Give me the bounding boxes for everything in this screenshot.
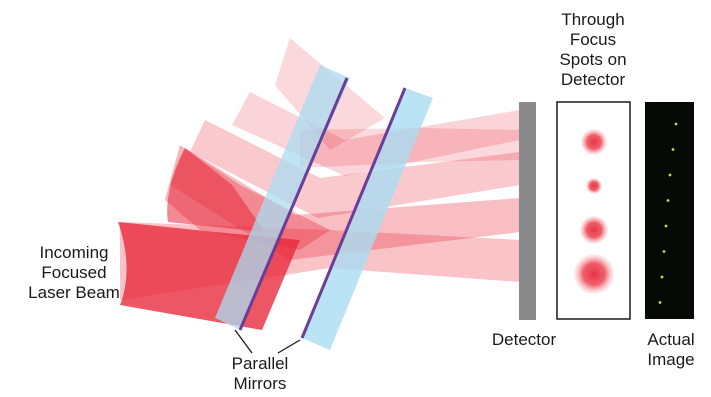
actual-image-spot [671, 148, 675, 151]
through-focus-label: Through Focus Spots on Detector [548, 10, 638, 90]
actual-image-spot [662, 250, 666, 253]
through-focus-spot [580, 216, 608, 244]
through-focus-spots [574, 129, 614, 294]
actual-image-spot [664, 224, 668, 228]
actual-image-spot [658, 301, 662, 304]
mirror-right-glass [302, 88, 433, 350]
through-focus-line-2: Focus [569, 30, 617, 49]
mirror-left-glass [215, 65, 350, 330]
through-focus-spot [586, 178, 602, 194]
incoming-beam-label: Incoming Focused Laser Beam [18, 243, 130, 303]
mirrors-label-line-2: Mirrors [233, 374, 287, 393]
through-focus-line-1: Through [561, 10, 625, 29]
mirror-leader-right [277, 339, 301, 354]
through-focus-spot [581, 129, 607, 155]
actual-image-spot [660, 275, 664, 279]
incoming-label-line-3: Laser Beam [28, 283, 120, 302]
mirror-right-coating [300, 87, 407, 339]
mirror-leader-left [234, 329, 253, 354]
actual-image-spot [668, 173, 672, 177]
actual-image-line-1: Actual [647, 330, 695, 349]
incoming-label-line-2: Focused [41, 263, 107, 282]
incoming-label-line-1: Incoming [39, 243, 109, 262]
through-focus-line-3: Spots on [559, 50, 627, 69]
actual-image-spot [674, 122, 678, 126]
through-focus-line-4: Detector [560, 70, 626, 89]
mirrors-label-line-1: Parallel [231, 354, 289, 373]
detector-bar [519, 102, 536, 320]
detector-label: Detector [484, 330, 564, 350]
mirror-left-coating [238, 77, 349, 331]
actual-image-spot [666, 199, 670, 202]
actual-image-line-2: Image [647, 350, 695, 369]
actual-image-spots [658, 122, 678, 304]
beam-upper-arc [167, 148, 265, 232]
actual-image-label: Actual Image [636, 330, 706, 370]
parallel-mirrors [215, 65, 433, 350]
through-focus-spot [574, 254, 614, 294]
actual-image-panel [645, 102, 694, 319]
detector-label-text: Detector [491, 330, 557, 349]
mirrors-label: Parallel Mirrors [215, 354, 305, 394]
